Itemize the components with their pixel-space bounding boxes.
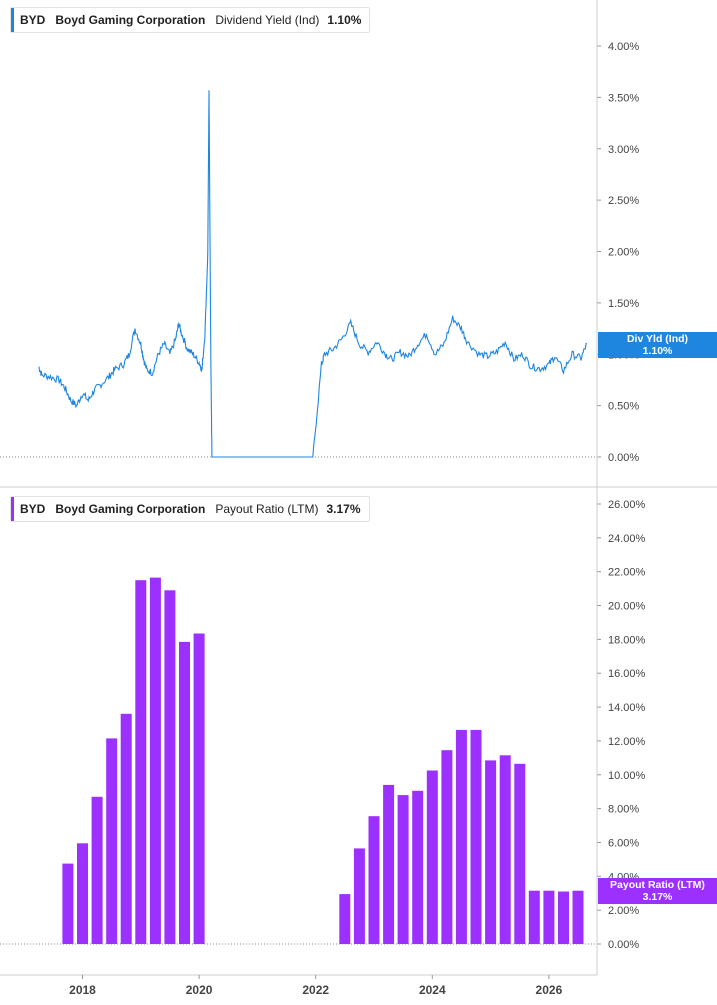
payout-bar	[412, 790, 424, 944]
payout-y-tick-label: 6.00%	[608, 837, 639, 849]
payout-bar	[572, 890, 584, 944]
yield-y-tick-label: 3.00%	[608, 144, 639, 156]
payout-bar	[558, 891, 569, 944]
x-tick-label: 2020	[186, 983, 213, 997]
bottom-legend: BYD Boyd Gaming Corporation Payout Ratio…	[10, 496, 370, 522]
payout-bar	[397, 795, 409, 944]
yield-tag-label: Div Yld (Ind)	[626, 333, 689, 345]
bottom-legend-ticker: BYD	[20, 502, 46, 516]
payout-bar	[455, 729, 467, 944]
payout-y-tick-label: 12.00%	[608, 736, 646, 748]
payout-bar	[543, 890, 555, 944]
payout-bar	[426, 770, 438, 944]
payout-bar	[441, 750, 453, 944]
yield-y-tick-label: 4.00%	[608, 41, 639, 53]
payout-bar	[193, 633, 205, 944]
yield-y-tick-label: 2.50%	[608, 195, 639, 207]
top-legend-value: 1.10%	[327, 13, 362, 27]
payout-bar	[179, 641, 190, 944]
payout-legend-swatch	[11, 497, 14, 521]
payout-y-tick-label: 26.00%	[608, 499, 646, 511]
bottom-legend-value: 3.17%	[326, 502, 361, 516]
x-tick-label: 2026	[536, 983, 563, 997]
yield-y-tick-label: 3.50%	[608, 92, 639, 104]
x-tick-label: 2024	[419, 983, 446, 997]
dividend-yield-line	[38, 90, 588, 458]
payout-bar	[135, 580, 147, 944]
top-legend-metric: Dividend Yield (Ind)	[215, 13, 320, 27]
payout-y-tick-label: 24.00%	[608, 533, 646, 545]
x-tick-label: 2018	[69, 983, 96, 997]
top-legend-company: Boyd Gaming Corporation	[55, 13, 206, 27]
payout-y-tick-label: 18.00%	[608, 634, 646, 646]
dividend-yield-panel: 0.00%0.50%1.00%1.50%2.00%2.50%3.00%3.50%…	[0, 41, 639, 464]
x-tick-label: 2022	[302, 983, 329, 997]
payout-y-tick-label: 20.00%	[608, 601, 646, 613]
yield-tag-value: 1.10%	[642, 345, 673, 357]
payout-y-tick-label: 10.00%	[608, 770, 646, 782]
payout-bar	[383, 784, 395, 944]
payout-y-tick-label: 2.00%	[608, 905, 639, 917]
top-legend-ticker: BYD	[20, 13, 46, 27]
payout-y-tick-label: 22.00%	[608, 567, 646, 579]
payout-bar	[339, 894, 351, 944]
payout-bar	[106, 738, 118, 944]
yield-y-tick-label: 0.50%	[608, 401, 639, 413]
payout-bar	[353, 848, 365, 944]
payout-value-tag: Payout Ratio (LTM) 3.17%	[598, 878, 717, 904]
payout-bar	[164, 590, 176, 944]
payout-bar	[514, 763, 526, 944]
payout-bar	[499, 755, 511, 944]
payout-ratio-panel: 0.00%2.00%4.00%6.00%8.00%10.00%12.00%14.…	[0, 499, 646, 951]
yield-legend-swatch	[11, 8, 14, 32]
payout-bar	[120, 713, 132, 944]
payout-bar	[485, 760, 497, 944]
payout-y-tick-label: 14.00%	[608, 702, 646, 714]
yield-value-tag: Div Yld (Ind) 1.10%	[598, 332, 717, 358]
payout-bar	[91, 796, 103, 944]
bottom-legend-metric: Payout Ratio (LTM)	[215, 502, 319, 516]
payout-bar	[149, 577, 161, 944]
payout-y-tick-label: 0.00%	[608, 939, 639, 951]
payout-bar	[62, 863, 74, 944]
bottom-legend-company: Boyd Gaming Corporation	[55, 502, 206, 516]
payout-y-tick-label: 8.00%	[608, 804, 639, 816]
yield-y-tick-label: 0.00%	[608, 452, 639, 464]
payout-y-tick-label: 16.00%	[608, 668, 646, 680]
payout-tag-label: Payout Ratio (LTM)	[610, 879, 705, 891]
yield-y-tick-label: 1.50%	[608, 298, 639, 310]
payout-bar	[368, 816, 380, 944]
top-legend: BYD Boyd Gaming Corporation Dividend Yie…	[10, 7, 371, 33]
payout-bar	[528, 890, 540, 944]
payout-tag-value: 3.17%	[642, 891, 673, 903]
payout-bar	[77, 843, 88, 944]
payout-bar	[470, 729, 482, 944]
yield-y-tick-label: 2.00%	[608, 247, 639, 259]
